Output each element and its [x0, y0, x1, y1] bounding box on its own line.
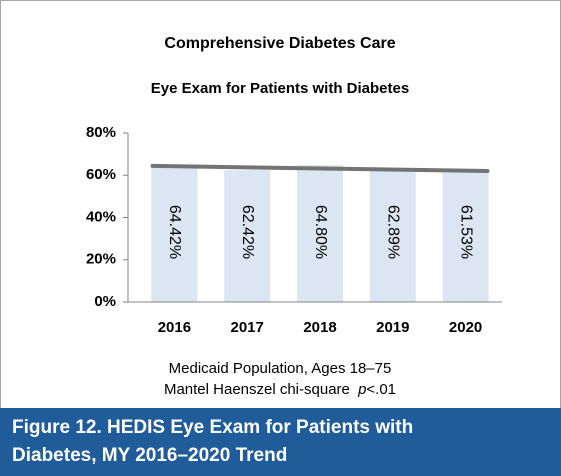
- x-tick-label: 2016: [158, 319, 191, 336]
- note-part: p: [357, 381, 366, 398]
- note-part: Mantel Haenszel chi-square: [164, 381, 350, 398]
- x-tick-label: 2019: [376, 319, 409, 336]
- y-tick-label: 60%: [86, 166, 116, 183]
- value-label: 64.80%: [312, 205, 329, 259]
- y-tick-label: 0%: [94, 293, 116, 310]
- y-tick-label: 80%: [86, 124, 116, 141]
- chart-subtitle: Eye Exam for Patients with Diabetes: [151, 80, 409, 97]
- x-tick-label: 2017: [231, 319, 264, 336]
- value-label: 64.42%: [166, 205, 183, 259]
- caption: Diabetes, MY 2016–2020 Trend: [12, 445, 287, 466]
- bar: [442, 172, 489, 302]
- caption: Figure 12. HEDIS Eye Exam for Patients w…: [12, 417, 413, 438]
- bar: [369, 169, 416, 302]
- note: Medicaid Population, Ages 18–75: [169, 360, 392, 377]
- x-tick-label: 2018: [303, 319, 336, 336]
- bar: [151, 165, 198, 302]
- value-label: 62.42%: [239, 205, 256, 259]
- value-label: 62.89%: [385, 205, 402, 259]
- trend-line: [150, 163, 490, 174]
- value-label: 61.53%: [457, 205, 474, 259]
- y-tick-label: 20%: [86, 251, 116, 268]
- x-tick-label: 2020: [449, 319, 482, 336]
- note: Mantel Haenszel chi-square p<.01: [164, 381, 396, 398]
- note-part: <.01: [366, 381, 396, 398]
- y-tick-label: 40%: [86, 208, 116, 225]
- bar: [224, 170, 271, 302]
- chart-title: Comprehensive Diabetes Care: [164, 35, 395, 52]
- caption-box: [0, 408, 561, 476]
- bar: [297, 165, 343, 302]
